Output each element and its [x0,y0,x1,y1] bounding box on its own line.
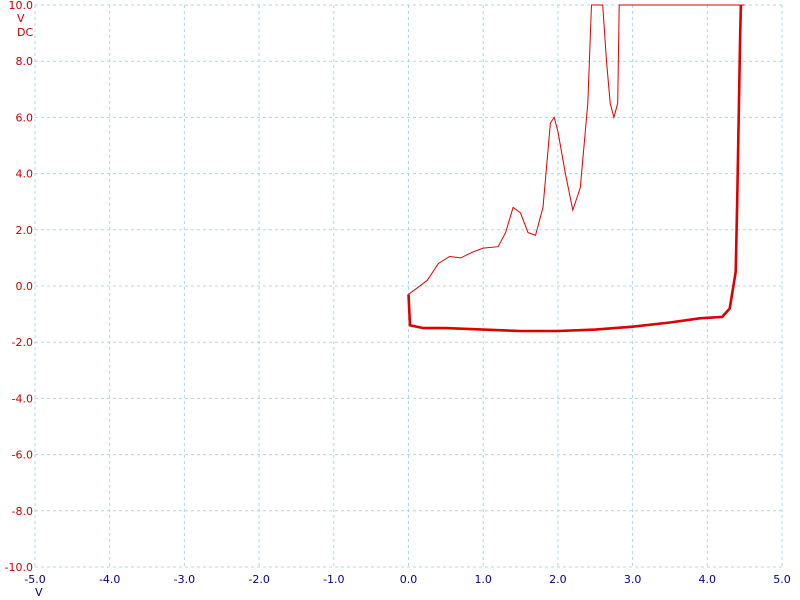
y-tick-label: 0.0 [16,280,34,293]
y-tick-label: -8.0 [12,505,33,518]
trace-upper-branch [408,4,745,295]
x-tick-label: 1.0 [474,573,492,586]
y-tick-label: 10.0 [9,0,34,12]
x-tick-label: -2.0 [248,573,269,586]
y-axis-tick-labels: 10.0 8.0 6.0 4.0 2.0 0.0 -2.0 -4.0 -6.0 -8.0 -10.0 [5,0,33,574]
trace-group [407,4,745,333]
y-tick-label: -6.0 [12,449,33,462]
x-tick-label: 3.0 [624,573,642,586]
y-axis-unit: V [17,12,25,25]
y-tick-label: 2.0 [16,224,34,237]
grid [34,4,783,568]
y-tick-label: 8.0 [16,55,34,68]
x-tick-label: -5.0 [24,573,45,586]
y-tick-label: 4.0 [16,168,34,181]
x-axis-tick-labels: -5.0 -4.0 -3.0 -2.0 -1.0 0.0 1.0 2.0 3.0 4.0 5.0 [24,573,790,586]
x-tick-label: 2.0 [549,573,567,586]
x-axis-unit: V [35,586,43,599]
y-axis-coupling: DC [17,26,33,39]
y-tick-label: 6.0 [16,111,34,124]
x-tick-label: 4.0 [699,573,717,586]
y-tick-label: -4.0 [12,392,33,405]
y-tick-label: -10.0 [5,561,33,574]
x-tick-label: 0.0 [400,573,418,586]
x-tick-label: -1.0 [323,573,344,586]
trace-lower-branch [407,4,743,333]
x-tick-label: 5.0 [773,573,791,586]
x-tick-label: -4.0 [99,573,120,586]
x-tick-label: -3.0 [174,573,195,586]
y-tick-label: -2.0 [12,336,33,349]
